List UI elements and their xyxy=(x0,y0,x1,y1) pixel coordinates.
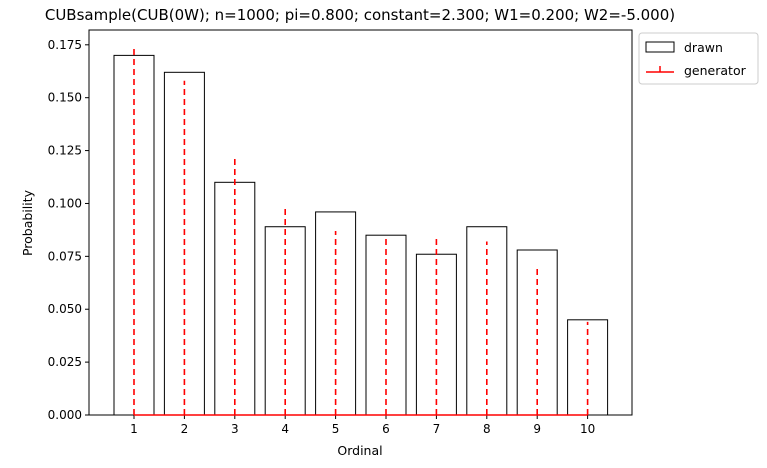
x-tick-label: 3 xyxy=(231,422,239,436)
y-tick-label: 0.000 xyxy=(48,408,82,422)
y-tick-label: 0.125 xyxy=(48,144,82,158)
y-tick-label: 0.075 xyxy=(48,249,82,263)
x-tick-label: 4 xyxy=(281,422,289,436)
y-tick-label: 0.150 xyxy=(48,91,82,105)
x-tick-label: 5 xyxy=(332,422,340,436)
x-tick-label: 2 xyxy=(181,422,189,436)
x-axis-label: Ordinal xyxy=(337,443,382,458)
y-tick-label: 0.175 xyxy=(48,38,82,52)
x-tick-label: 8 xyxy=(483,422,491,436)
legend: drawn generator xyxy=(638,32,759,85)
y-tick-label: 0.025 xyxy=(48,355,82,369)
drawn-bar xyxy=(365,234,407,416)
plot-area: 0.000 0.025 0.050 0.075 0.100 0.125 0.150 0.175… xyxy=(48,29,633,436)
x-tick-label: 7 xyxy=(433,422,441,436)
x-tick-label: 1 xyxy=(130,422,138,436)
chart-title: CUBsample(CUB(0W); n=1000; pi=0.800; con… xyxy=(45,6,675,24)
legend-swatch-drawn xyxy=(645,41,675,53)
x-tick-label: 6 xyxy=(382,422,390,436)
x-tick-label: 10 xyxy=(580,422,595,436)
legend-label-drawn: drawn xyxy=(684,40,723,55)
y-axis-label: Probability xyxy=(20,189,35,256)
legend-label-generator: generator xyxy=(684,63,747,78)
drawn-bar xyxy=(113,54,155,416)
y-tick-label: 0.100 xyxy=(48,196,82,210)
y-tick-label: 0.050 xyxy=(48,302,82,316)
x-tick-label: 9 xyxy=(533,422,541,436)
